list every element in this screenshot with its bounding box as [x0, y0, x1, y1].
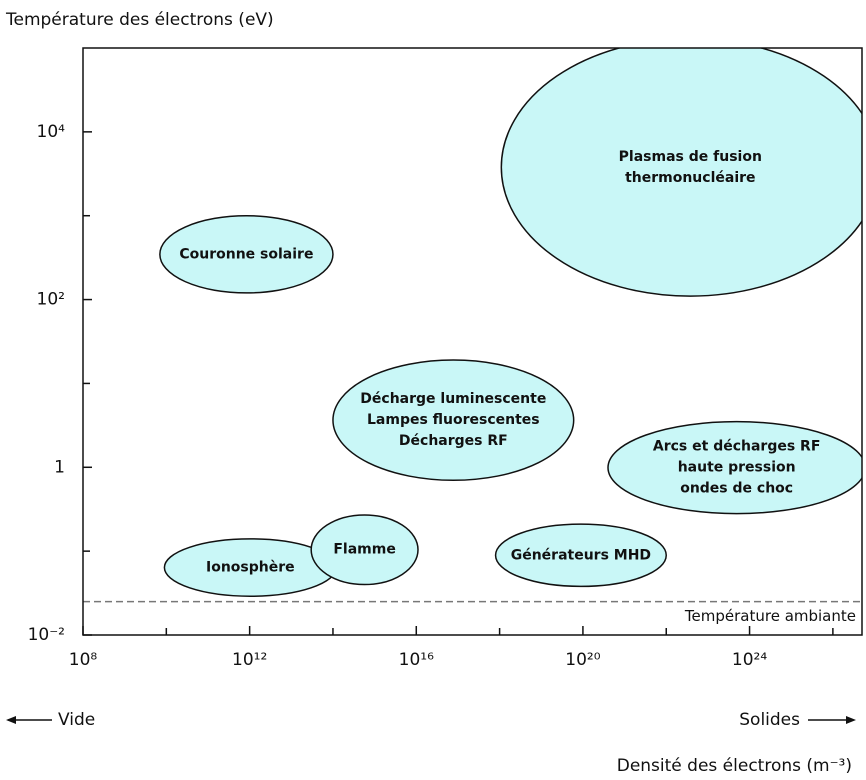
y-tick-label: 1	[54, 457, 65, 477]
y-tick-label: 10²	[37, 290, 65, 310]
region	[494, 523, 667, 588]
x-tick-label: 10¹²	[232, 650, 267, 670]
x-tick-label: 10¹⁶	[399, 650, 434, 670]
region-label: ondes de choc	[680, 481, 793, 497]
y-tick-label: 10⁻²	[28, 625, 65, 645]
region-label: thermonucléaire	[625, 170, 755, 186]
arrow-head	[846, 716, 856, 724]
plot-area	[83, 48, 862, 603]
region-label: Décharges RF	[399, 433, 508, 449]
region-label: Ionosphère	[206, 560, 295, 576]
region-label: haute pression	[678, 460, 796, 476]
region-label: Couronne solaire	[179, 246, 313, 262]
x-tick-label: 10²⁰	[565, 650, 600, 670]
x-axis-label: Densité des électrons (m⁻³)	[617, 756, 852, 776]
region	[607, 420, 862, 515]
plot-frame	[82, 47, 863, 636]
left-annotation: Vide	[58, 710, 95, 730]
arrow-head	[6, 716, 16, 724]
region-label: Lampes fluorescentes	[367, 412, 540, 428]
region	[159, 214, 334, 294]
region	[500, 48, 862, 297]
region-label: Décharge luminescente	[360, 391, 546, 407]
y-tick-label: 10⁴	[37, 122, 66, 142]
right-annotation: Solides	[739, 710, 800, 730]
region-label: Générateurs MHD	[511, 547, 651, 563]
y-axis-label: Température des électrons (eV)	[5, 10, 274, 30]
x-tick-label: 10⁸	[69, 650, 98, 670]
region	[310, 514, 419, 586]
x-tick-label: 10²⁴	[732, 650, 767, 670]
region-label: Arcs et décharges RF	[653, 439, 821, 455]
region-label: Plasmas de fusion	[619, 149, 762, 165]
reference-label: Température ambiante	[684, 607, 856, 625]
region-label: Flamme	[333, 542, 395, 558]
region	[332, 359, 575, 482]
